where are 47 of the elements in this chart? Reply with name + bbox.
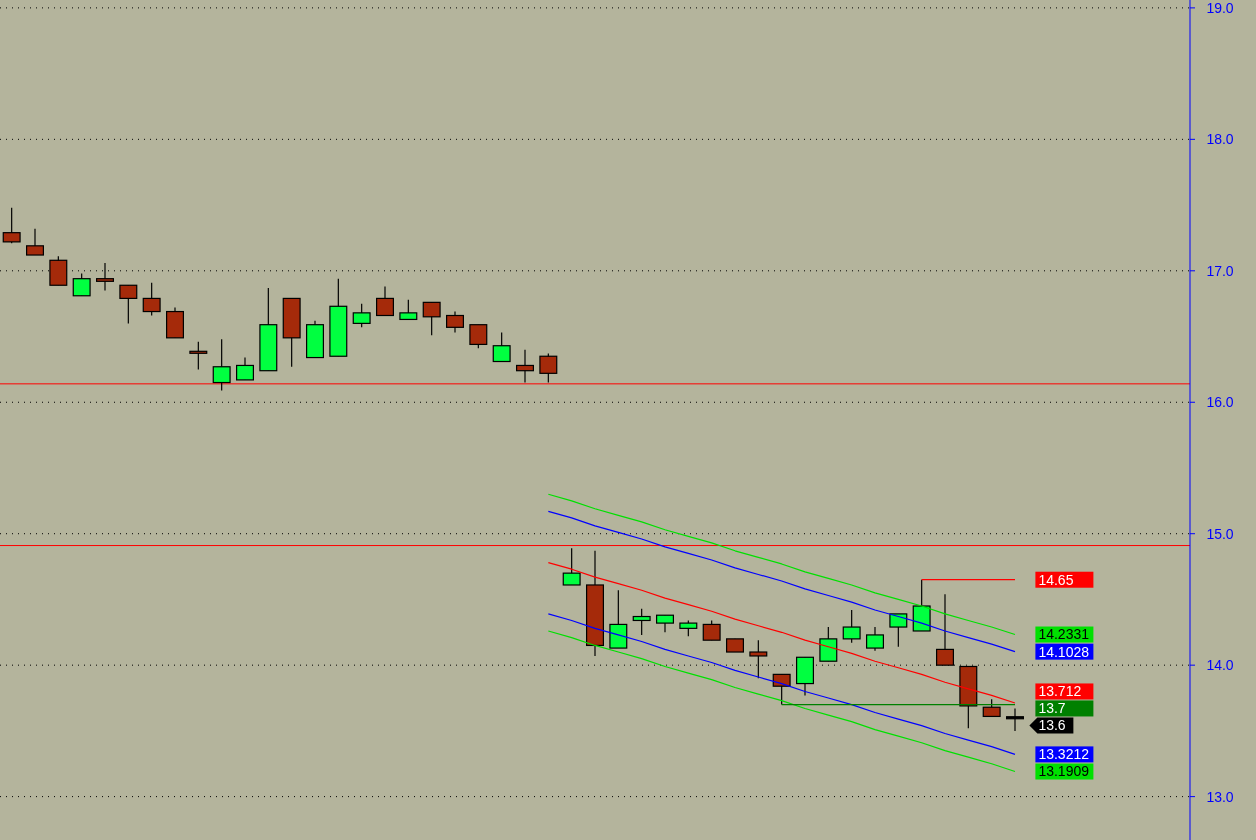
line-series: [547, 630, 1016, 773]
y-tick-label: 15.0: [1206, 525, 1234, 542]
line-series: [547, 613, 1016, 755]
candlestick: [119, 284, 138, 324]
candlestick: [399, 299, 418, 321]
data-label: 13.3212: [1038, 746, 1090, 763]
candlestick: [212, 338, 231, 392]
line-series: [547, 510, 1016, 653]
line-series: [547, 562, 1016, 704]
candlestick: [236, 356, 254, 381]
candlestick: [632, 608, 651, 636]
data-label: 14.65: [1038, 571, 1074, 588]
candlestick: [702, 619, 721, 641]
candlestick: [189, 341, 208, 370]
data-label: 13.712: [1038, 683, 1082, 700]
candlestick: [889, 613, 908, 648]
candlestick: [2, 207, 21, 244]
candlestick: [376, 285, 394, 317]
candlestick: [866, 626, 884, 652]
data-label: 13.7: [1038, 700, 1066, 717]
data-label: 14.2331: [1038, 626, 1090, 643]
y-tick-label: 16.0: [1206, 394, 1234, 411]
y-tick-label: 17.0: [1206, 262, 1234, 279]
candlestick: [842, 609, 861, 644]
candlestick: [26, 228, 44, 256]
line-series: [547, 493, 1016, 636]
y-tick-label: 18.0: [1206, 131, 1234, 148]
candlestick: [422, 301, 441, 336]
candlestick: [539, 353, 558, 384]
candlestick: [1006, 707, 1024, 732]
candlestick: [819, 626, 838, 662]
data-label: 13.1909: [1038, 763, 1090, 780]
candlestick: [609, 589, 628, 649]
candlestick: [72, 272, 91, 297]
candlestick: [469, 324, 488, 349]
candlestick: [142, 282, 161, 317]
candlestick: [492, 331, 511, 363]
y-tick-label: 14.0: [1206, 657, 1234, 674]
text: 13.6: [1038, 717, 1066, 734]
candlestick: [446, 310, 464, 334]
y-tick-label: 19.0: [1206, 0, 1234, 16]
candlestick: [352, 303, 371, 328]
data-label: 14.1028: [1038, 643, 1090, 660]
candlestick: [772, 673, 791, 706]
candlestick: [516, 349, 534, 384]
y-tick-label: 13.0: [1206, 788, 1234, 805]
candlestick: [562, 547, 581, 586]
